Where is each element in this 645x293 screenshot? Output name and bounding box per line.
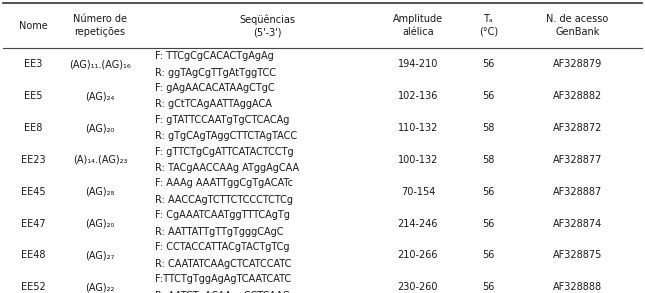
Text: F: TTCgCgCACACTgAgAg: F: TTCgCgCACACTgAgAg (155, 51, 273, 61)
Text: (AG)₂₀: (AG)₂₀ (85, 219, 115, 229)
Text: R: CAATATCAAgCTCATCCATC: R: CAATATCAAgCTCATCCATC (155, 259, 291, 269)
Text: EE8: EE8 (25, 123, 43, 133)
Text: N. de acesso
GenBank: N. de acesso GenBank (546, 14, 608, 37)
Text: (AG)₂₂: (AG)₂₂ (85, 282, 115, 292)
Text: Número de
repetições: Número de repetições (73, 14, 127, 37)
Text: 70-154: 70-154 (401, 187, 435, 197)
Text: EE3: EE3 (25, 59, 43, 69)
Text: F: CgAAATCAATggTTTCAgTg: F: CgAAATCAATggTTTCAgTg (155, 210, 290, 220)
Text: AF328874: AF328874 (553, 219, 602, 229)
Text: (AG)₁₁.(AG)₁₆: (AG)₁₁.(AG)₁₆ (69, 59, 131, 69)
Text: 214-246: 214-246 (398, 219, 438, 229)
Text: EE47: EE47 (21, 219, 46, 229)
Text: (AG)₂₈: (AG)₂₈ (85, 187, 115, 197)
Text: F:TTCTgTggAgAgTCAATCATC: F:TTCTgTggAgAgTCAATCATC (155, 274, 291, 284)
Text: (AG)₂₄: (AG)₂₄ (85, 91, 115, 101)
Text: R: gTgCAgTAggCTTCTAgTACC: R: gTgCAgTAggCTTCTAgTACC (155, 131, 297, 141)
Text: 56: 56 (482, 219, 495, 229)
Text: EE5: EE5 (25, 91, 43, 101)
Text: R: AATTATTgTTgTgggCAgC: R: AATTATTgTTgTgggCAgC (155, 227, 283, 237)
Text: F: gTATTCCAATgTgCTCACAg: F: gTATTCCAATgTgCTCACAg (155, 115, 289, 125)
Text: 56: 56 (482, 187, 495, 197)
Text: 194-210: 194-210 (398, 59, 438, 69)
Text: R: gCtTCAgAATTAggACA: R: gCtTCAgAATTAggACA (155, 99, 272, 109)
Text: AF328887: AF328887 (553, 187, 602, 197)
Text: 56: 56 (482, 251, 495, 260)
Text: Nome: Nome (19, 21, 48, 31)
Text: EE45: EE45 (21, 187, 46, 197)
Text: AF328888: AF328888 (553, 282, 602, 292)
Text: F: gTTCTgCgATTCATACTCCTg: F: gTTCTgCgATTCATACTCCTg (155, 146, 293, 156)
Text: Amplitude
alélica: Amplitude alélica (393, 14, 443, 37)
Text: R: AATCTgACAAggCCTCAAC: R: AATCTgACAAggCCTCAAC (155, 291, 289, 293)
Text: 110-132: 110-132 (398, 123, 438, 133)
Text: 210-266: 210-266 (398, 251, 438, 260)
Text: R: AACCAgTCTTCTCCCTCTCg: R: AACCAgTCTTCTCCCTCTCg (155, 195, 293, 205)
Text: 56: 56 (482, 91, 495, 101)
Text: Tₐ
(°C): Tₐ (°C) (479, 14, 498, 37)
Text: 58: 58 (482, 123, 495, 133)
Text: 230-260: 230-260 (398, 282, 438, 292)
Text: 100-132: 100-132 (398, 155, 438, 165)
Text: 56: 56 (482, 282, 495, 292)
Text: (AG)₂₇: (AG)₂₇ (85, 251, 115, 260)
Text: Seqüências
(5'-3'): Seqüências (5'-3') (240, 14, 295, 37)
Text: AF328879: AF328879 (553, 59, 602, 69)
Text: AF328877: AF328877 (553, 155, 602, 165)
Text: 56: 56 (482, 59, 495, 69)
Text: EE48: EE48 (21, 251, 46, 260)
Text: F: CCTACCATTACgTACTgTCg: F: CCTACCATTACgTACTgTCg (155, 242, 290, 252)
Text: R: ggTAgCgTTgAtTggTCC: R: ggTAgCgTTgAtTggTCC (155, 68, 276, 78)
Text: (A)₁₄.(AG)₂₃: (A)₁₄.(AG)₂₃ (73, 155, 127, 165)
Text: R: TACgAACCAAg ATggAgCAA: R: TACgAACCAAg ATggAgCAA (155, 163, 299, 173)
Text: AF328875: AF328875 (553, 251, 602, 260)
Text: EE52: EE52 (21, 282, 46, 292)
Text: 102-136: 102-136 (398, 91, 438, 101)
Text: EE23: EE23 (21, 155, 46, 165)
Text: (AG)₂₀: (AG)₂₀ (85, 123, 115, 133)
Text: AF328872: AF328872 (553, 123, 602, 133)
Text: F: gAgAACACATAAgCTgC: F: gAgAACACATAAgCTgC (155, 83, 274, 93)
Text: 58: 58 (482, 155, 495, 165)
Text: F: AAAg AAATTggCgTgACATc: F: AAAg AAATTggCgTgACATc (155, 178, 293, 188)
Text: AF328882: AF328882 (553, 91, 602, 101)
